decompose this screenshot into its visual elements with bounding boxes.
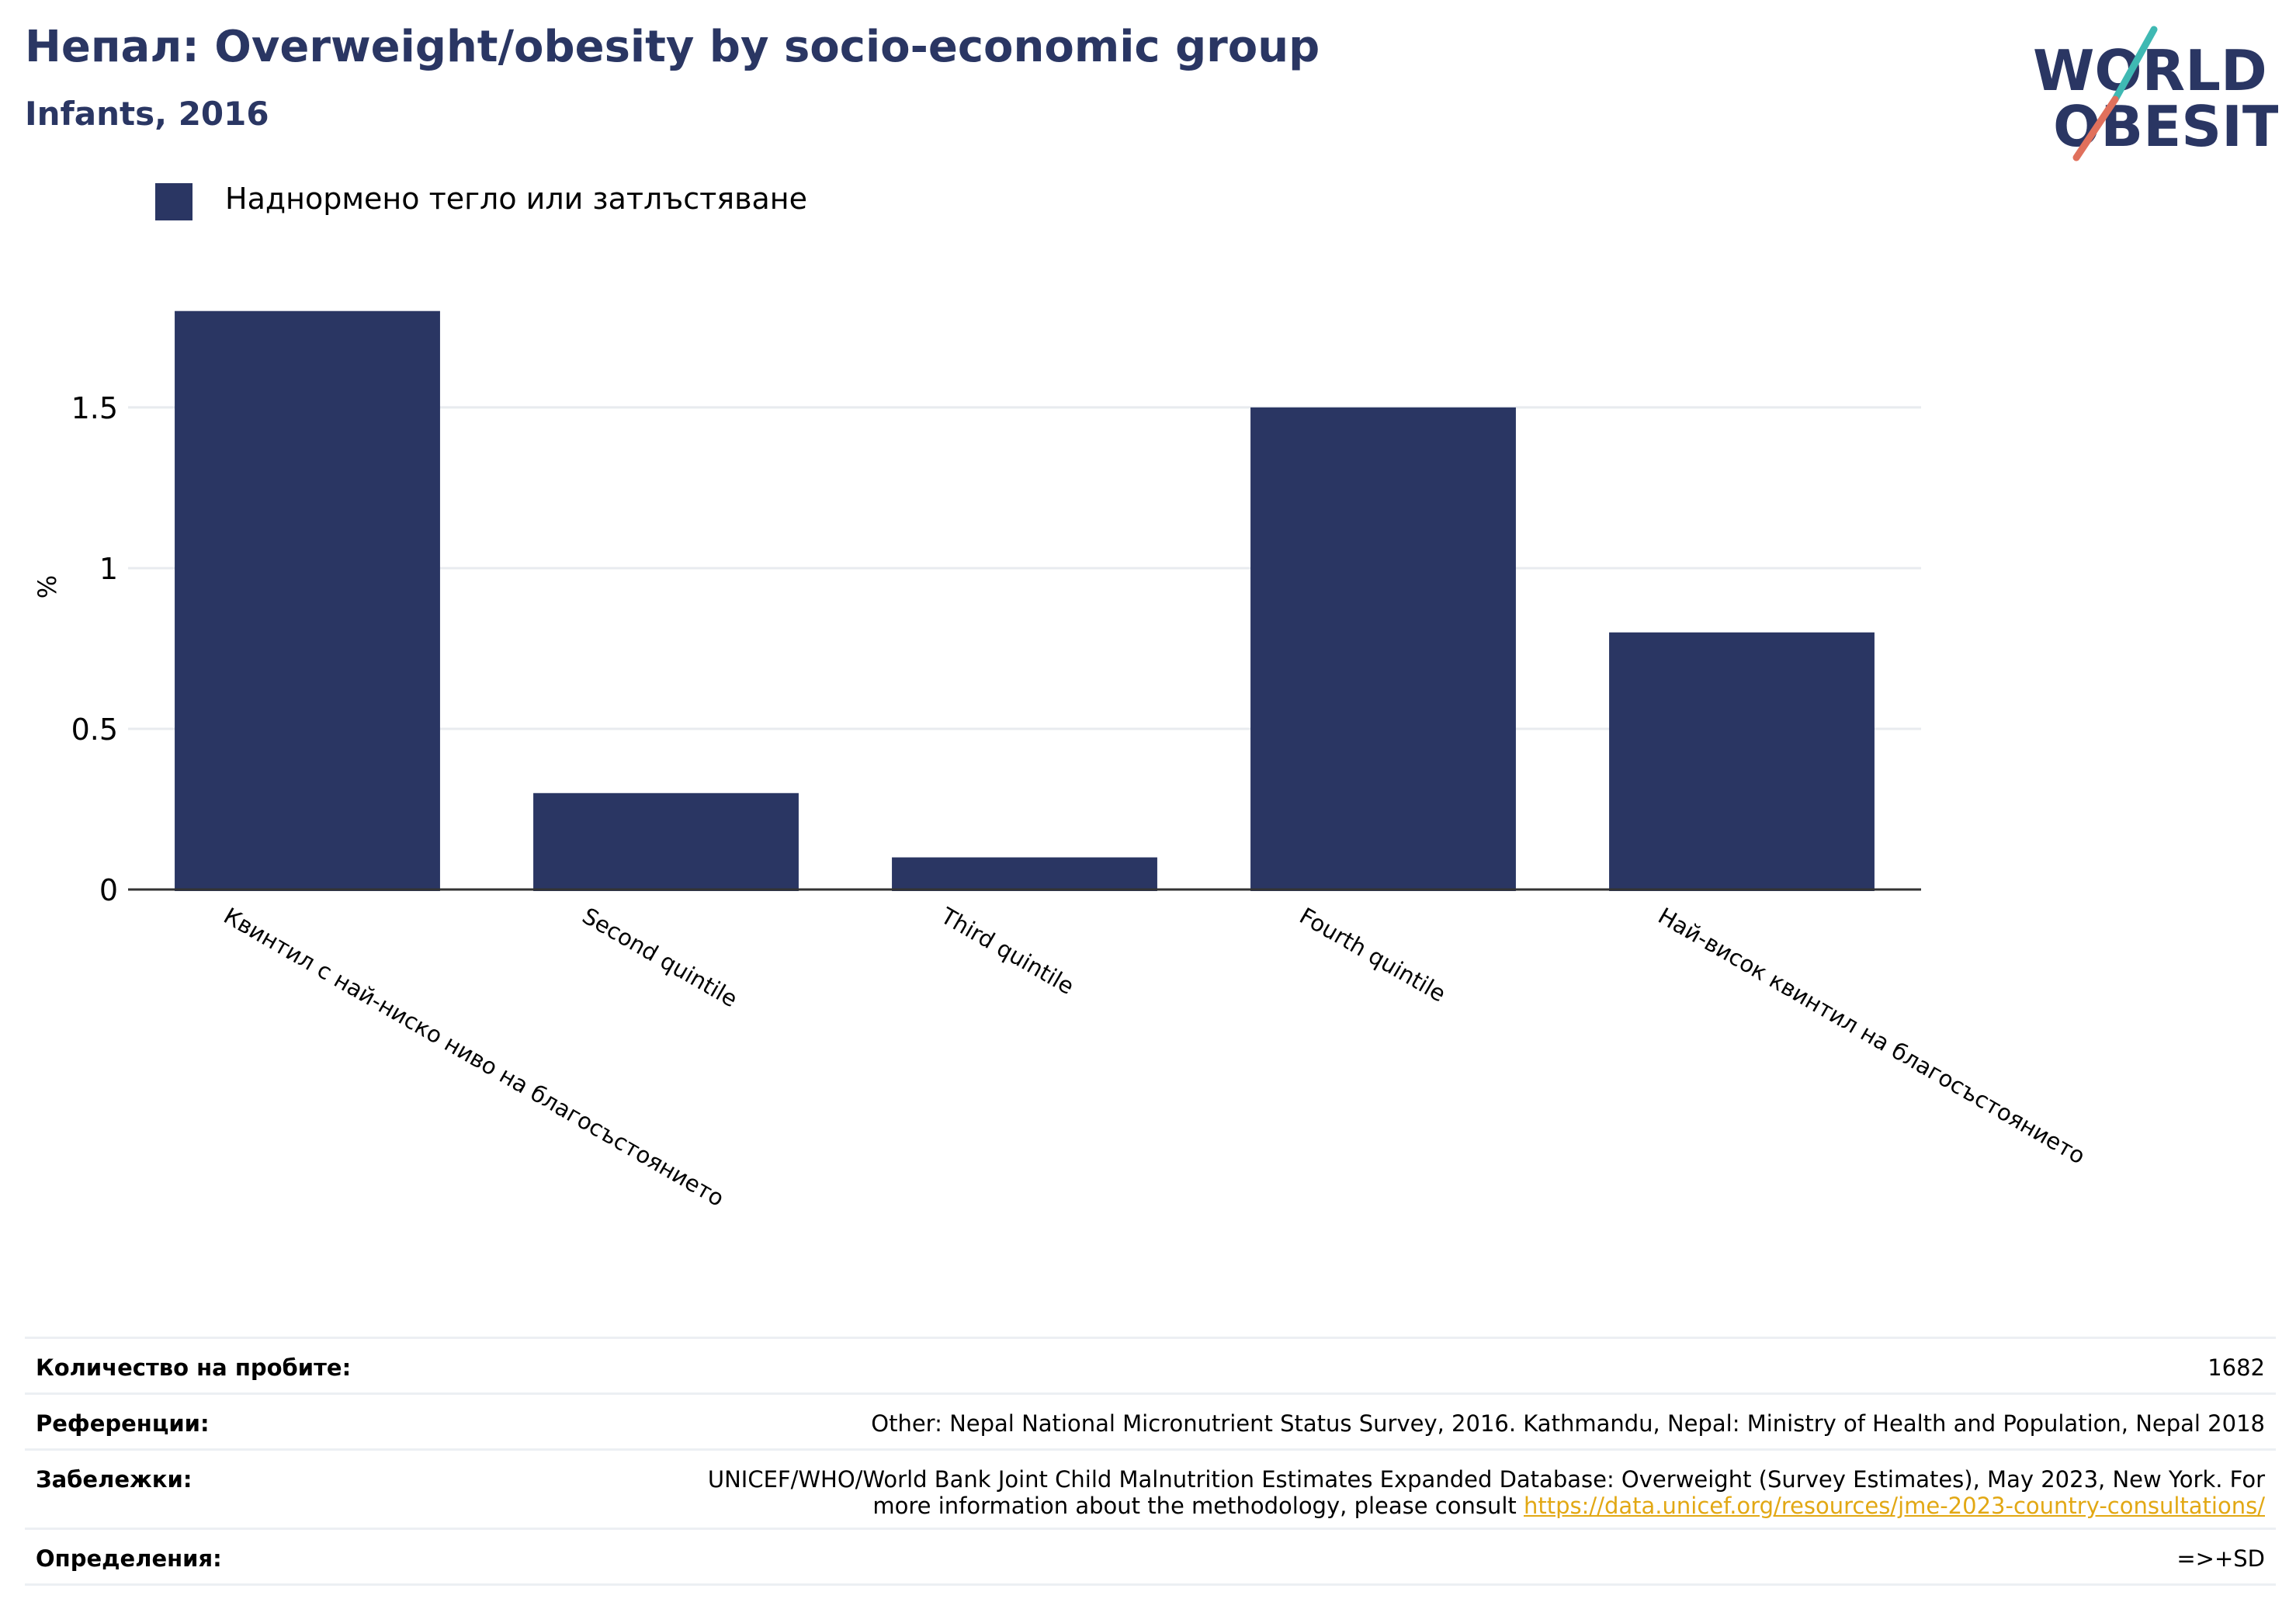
bar xyxy=(533,792,799,891)
logo-slash-bottom xyxy=(2072,95,2119,161)
x-tick-label: Най-висок квинтил на благосъстоянието xyxy=(1654,903,2090,1170)
bar xyxy=(892,857,1157,891)
x-tick-label: Fourth quintile xyxy=(1295,903,1451,1007)
x-tick-label: Third quintile xyxy=(936,902,1079,1000)
definitions-value: =>+SD xyxy=(2176,1545,2265,1572)
notes-value: UNICEF/WHO/World Bank Joint Child Malnut… xyxy=(708,1466,2265,1519)
y-axis-label: % xyxy=(33,575,62,598)
sample-size-label: Количество на пробите: xyxy=(36,1354,352,1381)
bar xyxy=(1609,632,1875,891)
methodology-link[interactable]: https://data.unicef.org/resources/jme-20… xyxy=(1524,1493,2265,1519)
legend-swatch xyxy=(155,183,192,220)
bar xyxy=(175,310,440,891)
notes-line-2: more information about the methodology, … xyxy=(708,1493,2265,1519)
y-tick-label: 0.5 xyxy=(71,713,118,747)
y-tick-label: 1 xyxy=(99,552,118,586)
references-label: Референции: xyxy=(36,1410,210,1437)
references-value: Other: Nepal National Micronutrient Stat… xyxy=(871,1410,2265,1437)
sample-size-value: 1682 xyxy=(2208,1354,2265,1381)
notes-line-1: UNICEF/WHO/World Bank Joint Child Malnut… xyxy=(707,1466,2265,1493)
meta-row-references: Референции: Other: Nepal National Micron… xyxy=(25,1392,2276,1449)
x-tick-label: Second quintile xyxy=(578,903,742,1013)
definitions-label: Определения: xyxy=(36,1545,222,1572)
chart-title: Непал: Overweight/obesity by socio-econo… xyxy=(25,22,1320,72)
meta-row-definitions: Определения: =>+SD xyxy=(25,1528,2276,1584)
chart-subtitle: Infants, 2016 xyxy=(25,95,269,133)
logo-word-obesity: OBESITY xyxy=(2053,94,2278,159)
y-tick-label: 1.5 xyxy=(71,391,118,425)
meta-row-sample-size: Количество на пробите: 1682 xyxy=(25,1337,2276,1393)
logo-word-world: WORLD xyxy=(2033,38,2267,103)
notes-label: Забележки: xyxy=(36,1466,192,1493)
logo-slash-top xyxy=(2111,26,2158,103)
world-obesity-logo: WORLD OBESITY xyxy=(2033,26,2278,161)
meta-bottom-border xyxy=(25,1583,2276,1586)
bars xyxy=(175,310,1875,891)
notes-line-2-text: more information about the methodology, … xyxy=(872,1493,1524,1519)
bar xyxy=(1250,407,1516,891)
y-tick-label: 0 xyxy=(99,873,118,907)
legend-label: Наднормено тегло или затлъстяване xyxy=(225,182,807,216)
meta-row-notes: Забележки: UNICEF/WHO/World Bank Joint C… xyxy=(25,1448,2276,1528)
